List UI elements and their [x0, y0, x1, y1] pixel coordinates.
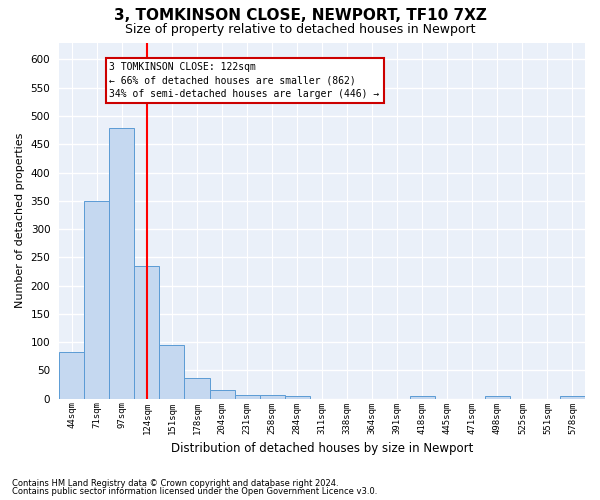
Bar: [209, 390, 235, 398]
Y-axis label: Number of detached properties: Number of detached properties: [15, 133, 25, 308]
Text: 3, TOMKINSON CLOSE, NEWPORT, TF10 7XZ: 3, TOMKINSON CLOSE, NEWPORT, TF10 7XZ: [113, 8, 487, 22]
Bar: [134, 266, 160, 398]
Bar: [160, 345, 184, 399]
Text: Size of property relative to detached houses in Newport: Size of property relative to detached ho…: [125, 22, 475, 36]
Text: 3 TOMKINSON CLOSE: 122sqm
← 66% of detached houses are smaller (862)
34% of semi: 3 TOMKINSON CLOSE: 122sqm ← 66% of detac…: [109, 62, 380, 98]
Text: Contains HM Land Registry data © Crown copyright and database right 2024.: Contains HM Land Registry data © Crown c…: [12, 478, 338, 488]
Bar: [410, 396, 435, 398]
Bar: [235, 394, 260, 398]
Bar: [260, 394, 284, 398]
Bar: [59, 352, 85, 399]
X-axis label: Distribution of detached houses by size in Newport: Distribution of detached houses by size …: [171, 442, 473, 455]
Text: Contains public sector information licensed under the Open Government Licence v3: Contains public sector information licen…: [12, 487, 377, 496]
Bar: [560, 396, 585, 398]
Bar: [109, 128, 134, 398]
Bar: [284, 396, 310, 398]
Bar: [85, 201, 109, 398]
Bar: [485, 396, 510, 398]
Bar: [184, 378, 209, 398]
